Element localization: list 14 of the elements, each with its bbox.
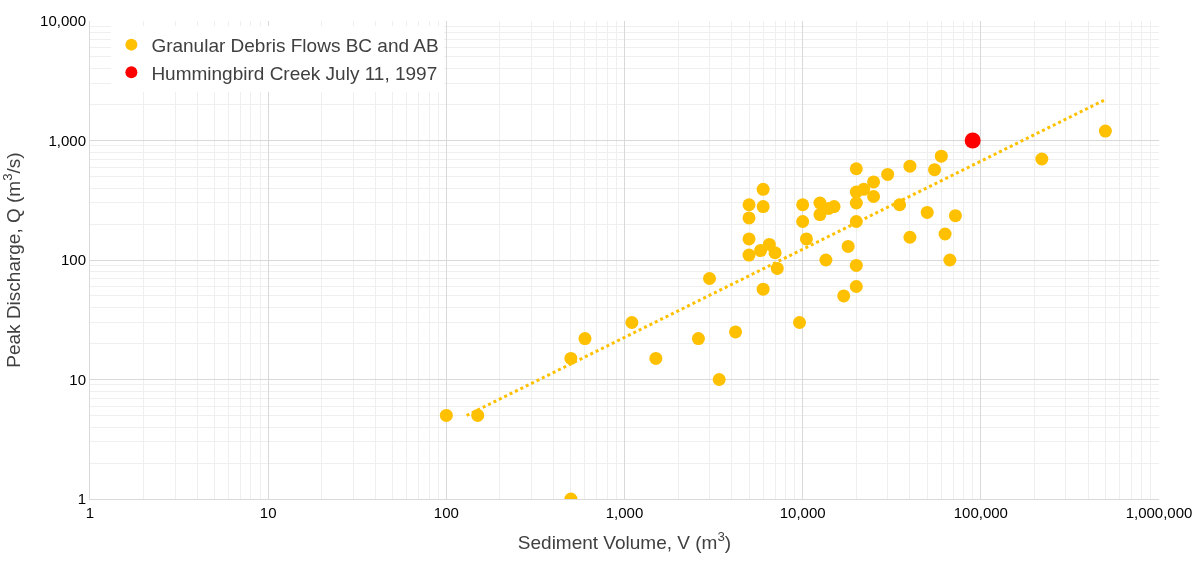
x-tick-label: 100,000	[953, 504, 1008, 521]
y-tick-label: 100	[60, 251, 86, 269]
x-tick-label: 100	[433, 504, 459, 521]
y-tick-label: 1,000	[48, 131, 86, 149]
legend-label: Granular Debris Flows BC and AB	[151, 35, 439, 57]
x-tick-label: 1,000,000	[1125, 504, 1193, 521]
y-tick-label: 10	[69, 370, 86, 388]
legend-label: Hummingbird Creek July 11, 1997	[151, 62, 438, 84]
x-tick-label: 10	[259, 504, 277, 521]
x-axis-title: Sediment Volume, V (m$^{3}$)	[517, 528, 732, 553]
y-tick-label: 1	[77, 490, 86, 508]
x-tick-label: 1,000	[605, 504, 644, 521]
x-tick-label: 10,000	[779, 504, 826, 521]
y-tick-label: 10,000	[40, 12, 86, 30]
